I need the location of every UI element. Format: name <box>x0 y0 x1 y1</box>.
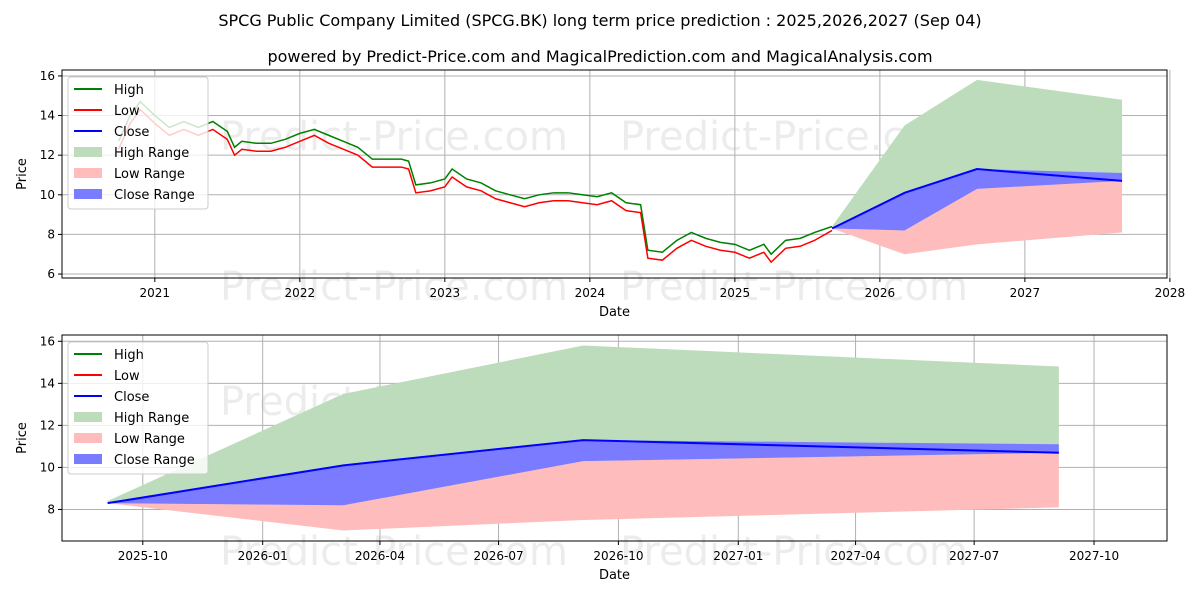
y-tick-label: 12 <box>40 418 55 432</box>
x-tick-label: 2026 <box>865 286 896 300</box>
y-tick-label: 8 <box>47 502 55 516</box>
watermark: Predict-Price.com <box>620 264 968 310</box>
legend: High Low Close High Range Low Range Close Ran… <box>67 76 209 210</box>
legend-swatch-low-range <box>74 168 102 178</box>
legend-label: High <box>114 348 144 363</box>
x-tick-label: 2026-01 <box>238 549 288 563</box>
x-tick-label: 2027 <box>1010 286 1041 300</box>
legend-label: Close <box>114 390 149 405</box>
legend-swatch-close-range <box>74 189 102 199</box>
x-tick-label: 2026-07 <box>473 549 523 563</box>
legend-label: Low <box>114 369 140 384</box>
x-tick-label: 2027-10 <box>1069 549 1119 563</box>
x-tick-label: 2028 <box>1155 286 1186 300</box>
x-tick-label: 2023 <box>430 286 461 300</box>
legend-label: Close Range <box>114 453 195 468</box>
close-forecast-line <box>107 439 1059 505</box>
close-range-band <box>832 169 1123 231</box>
legend: High Low Close High Range Low Range Close Ran… <box>67 341 209 475</box>
y-tick-label: 8 <box>47 227 55 241</box>
plot-frame <box>61 334 1168 542</box>
legend-swatch-high-range <box>74 147 102 157</box>
legend-swatch-low-range <box>74 433 102 443</box>
legend-label: High <box>114 83 144 98</box>
chart-subtitle: powered by Predict-Price.com and Magical… <box>267 47 932 66</box>
low-range-band <box>107 452 1059 531</box>
x-tick-label: 2026-04 <box>355 549 405 563</box>
high-line <box>117 100 833 256</box>
x-axis-label: Date <box>599 305 630 320</box>
watermark: Predict-Price.com <box>220 264 568 310</box>
y-tick-label: 16 <box>40 69 55 83</box>
y-tick-label: 10 <box>40 460 55 474</box>
low-line <box>117 108 833 264</box>
y-tick-label: 14 <box>40 109 55 123</box>
legend-label: High Range <box>114 146 189 161</box>
close-forecast-line <box>831 168 1123 230</box>
legend-box <box>67 76 209 210</box>
legend-swatch-high-range <box>74 412 102 422</box>
x-tick-label: 2026-10 <box>593 549 643 563</box>
watermark: Predict-Price.com <box>620 529 968 575</box>
plot-frame <box>61 69 1168 279</box>
legend-label: Low Range <box>114 432 185 447</box>
low-range-band <box>832 180 1123 255</box>
x-tick-label: 2027-01 <box>713 549 763 563</box>
x-tick-label: 2025 <box>720 286 751 300</box>
close-range-band <box>107 440 1059 506</box>
watermark: Predict-Price.com <box>220 529 568 575</box>
x-tick-label: 2027-07 <box>949 549 999 563</box>
y-tick-label: 10 <box>40 188 55 202</box>
y-axis-label: Price <box>15 422 30 454</box>
y-tick-label: 6 <box>47 267 55 281</box>
legend-label: Close <box>114 125 149 140</box>
legend-label: Low Range <box>114 167 185 182</box>
x-tick-label: 2022 <box>285 286 316 300</box>
y-tick-label: 16 <box>40 334 55 348</box>
x-axis-label: Date <box>599 568 630 583</box>
legend-label: High Range <box>114 411 189 426</box>
plot-1: Predict-Price.com Predict-Price.com Predic… <box>40 69 1185 310</box>
legend-swatch-close-range <box>74 454 102 464</box>
chart-title: SPCG Public Company Limited (SPCG.BK) lo… <box>218 11 981 30</box>
legend-label: Low <box>114 104 140 119</box>
plot-2: Predict-Price.comPredict-Price.comPredic… <box>40 334 1168 575</box>
x-tick-label: 2027-04 <box>830 549 880 563</box>
x-tick-label: 2021 <box>140 286 171 300</box>
legend-box <box>67 341 209 475</box>
y-tick-label: 14 <box>40 376 55 390</box>
watermark: Predict-Price.com <box>220 114 568 160</box>
x-tick-label: 2024 <box>575 286 606 300</box>
y-tick-label: 12 <box>40 148 55 162</box>
x-tick-label: 2025-10 <box>118 549 168 563</box>
legend-label: Close Range <box>114 188 195 203</box>
y-axis-label: Price <box>15 158 30 190</box>
